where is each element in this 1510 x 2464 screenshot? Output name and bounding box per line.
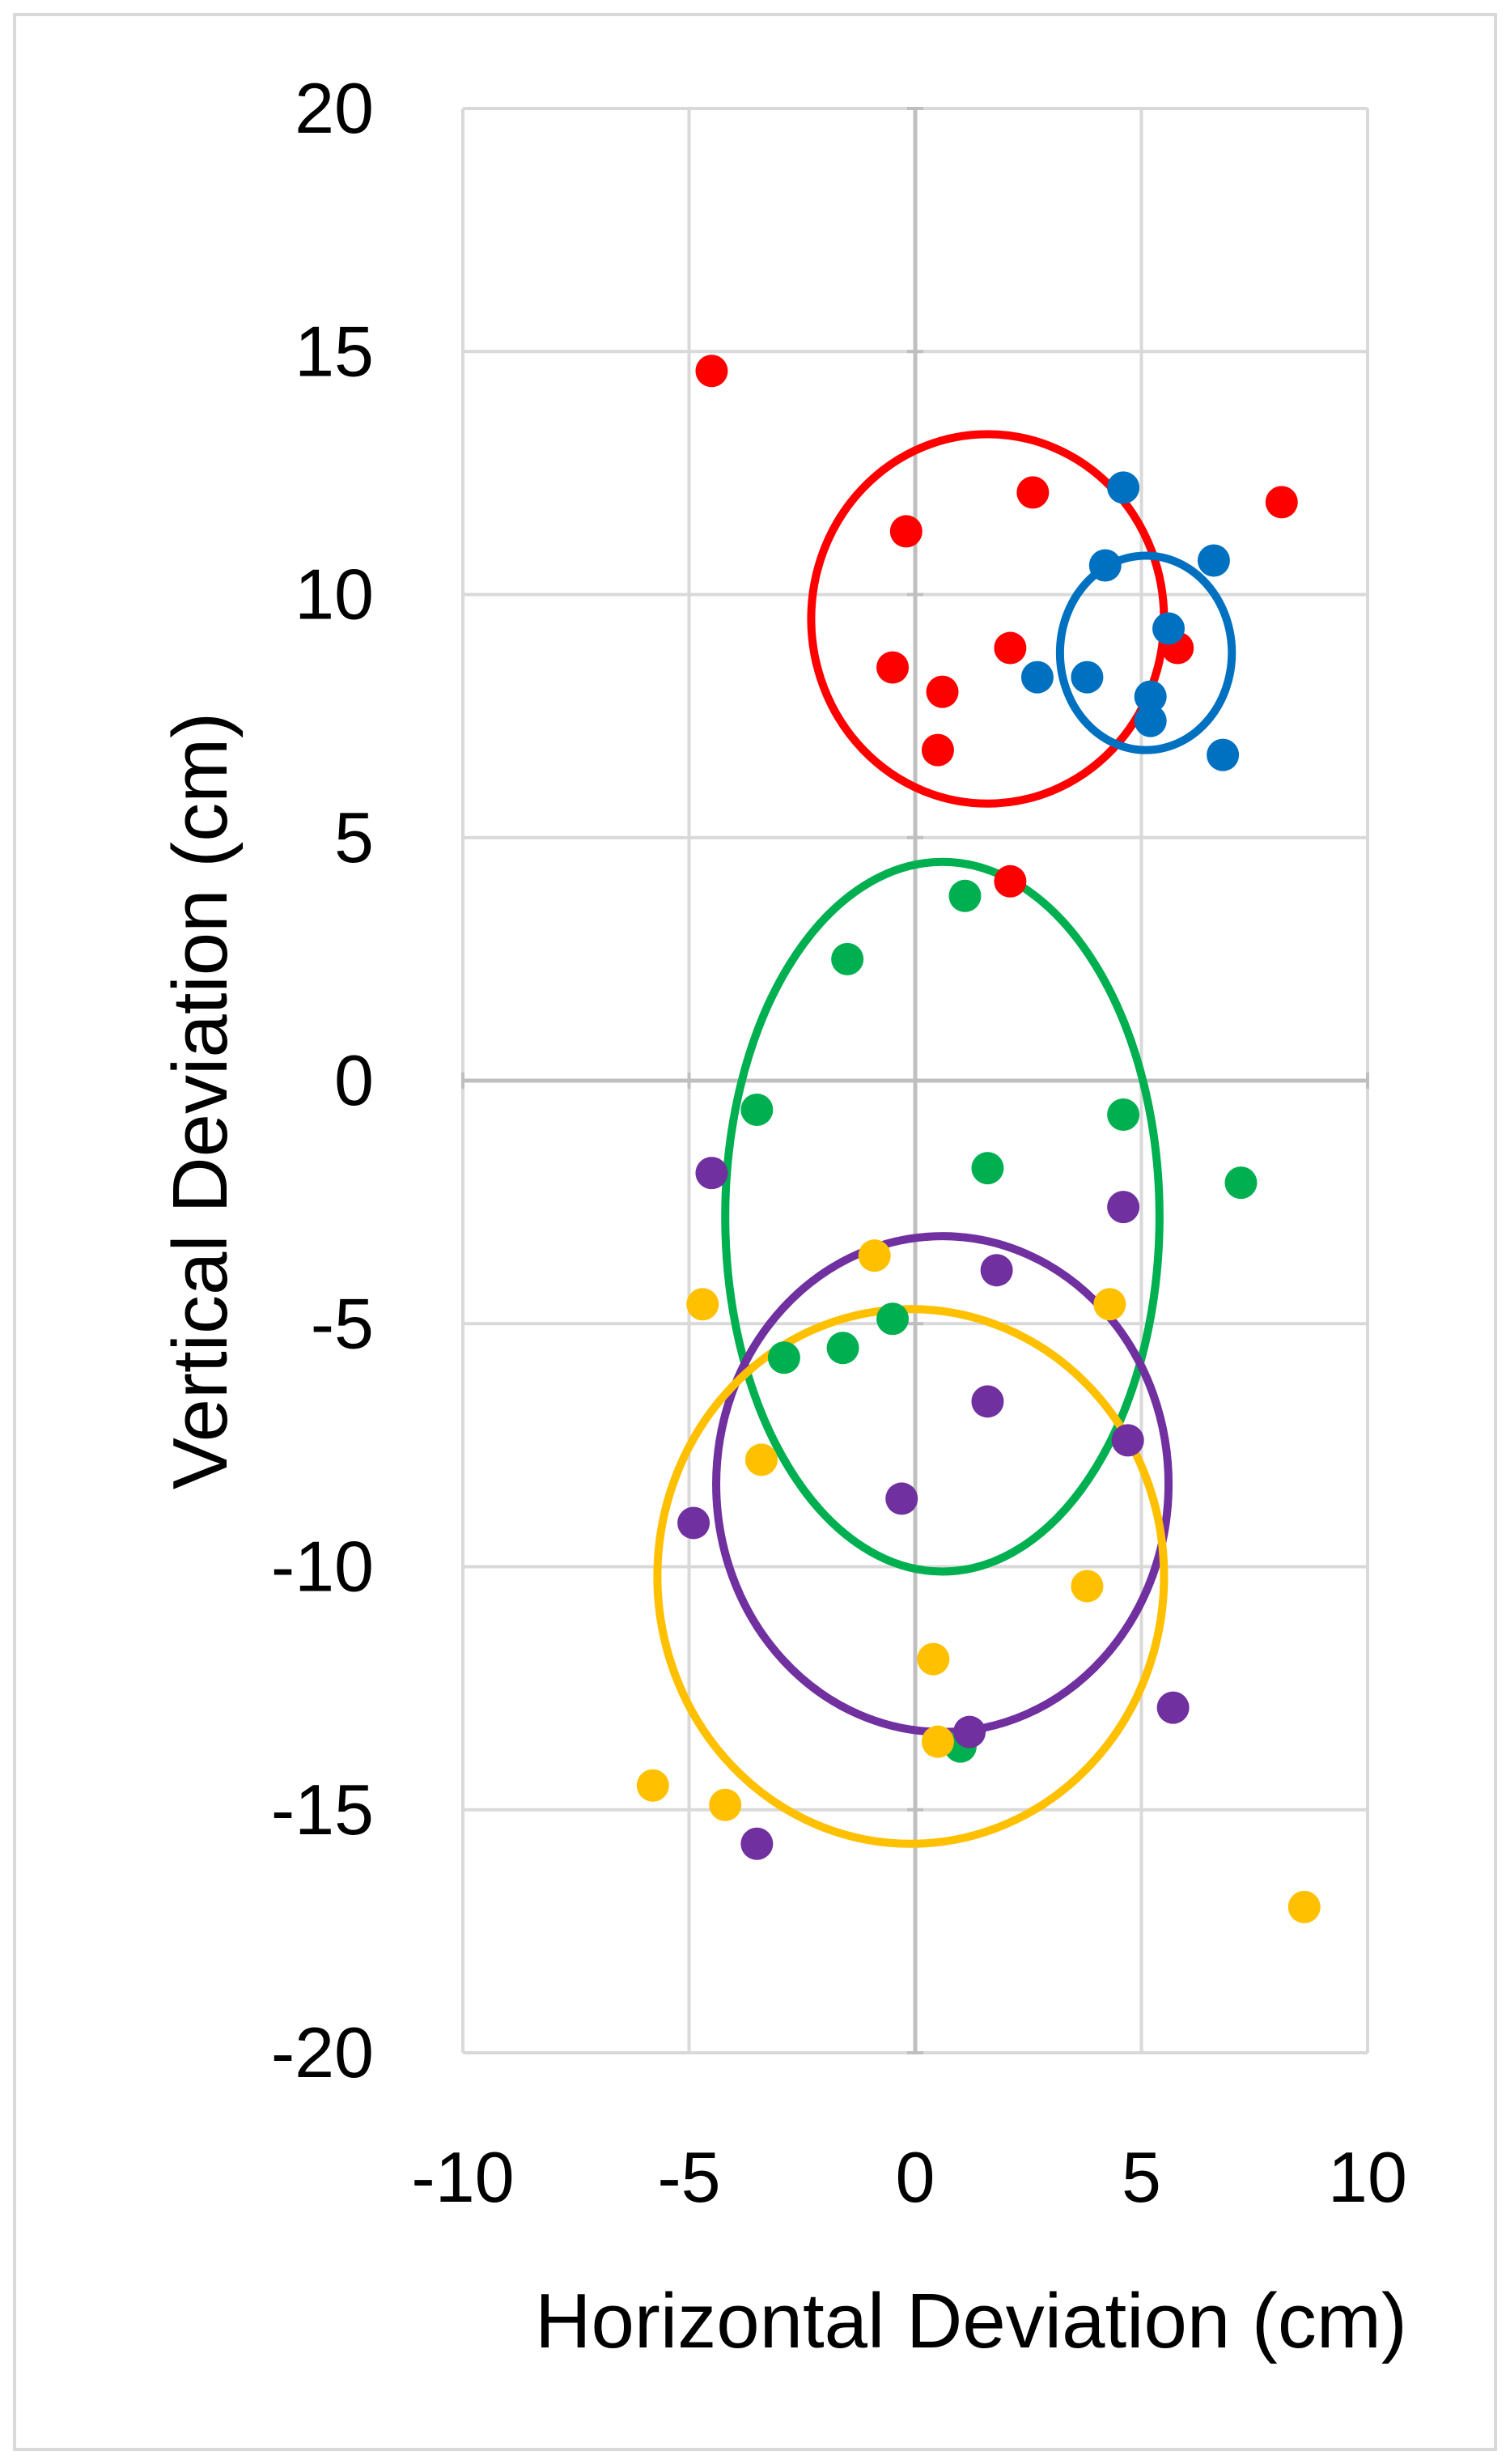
blue-point — [1088, 549, 1122, 582]
yellow-point — [1093, 1288, 1126, 1321]
green-point — [831, 942, 864, 975]
red-point — [876, 651, 910, 684]
purple-point — [953, 1715, 986, 1748]
purple-point — [740, 1827, 774, 1860]
green-point — [876, 1302, 910, 1336]
y-tick-label: -10 — [271, 1527, 374, 1607]
purple-point — [1107, 1191, 1140, 1224]
yellow-point — [1071, 1570, 1104, 1603]
blue-point — [1071, 661, 1104, 694]
yellow-point — [636, 1769, 669, 1802]
purple-point — [677, 1506, 710, 1540]
red-point — [994, 865, 1027, 898]
green-point — [971, 1152, 1004, 1185]
y-tick-labels: 20 15 10 5 0 -5 -10 -15 -20 — [271, 68, 374, 2092]
purple-point — [695, 1157, 728, 1190]
purple-point — [1111, 1424, 1144, 1457]
purple-point — [885, 1482, 918, 1515]
blue-point — [1152, 612, 1186, 645]
y-tick-label: -20 — [271, 2012, 374, 2092]
y-tick-label: 15 — [295, 311, 374, 391]
green-point — [740, 1094, 774, 1127]
blue-point — [1107, 471, 1140, 504]
yellow-point — [686, 1288, 719, 1321]
x-axis-title: Horizontal Deviation (cm) — [535, 2278, 1407, 2364]
red-point — [1016, 476, 1050, 509]
y-tick-label: 5 — [334, 797, 374, 877]
y-tick-label: 20 — [295, 68, 374, 148]
x-tick-label: 5 — [1122, 2137, 1161, 2217]
x-tick-label: 0 — [896, 2137, 935, 2217]
y-tick-label: 10 — [295, 554, 374, 635]
blue-ellipse — [1055, 551, 1236, 754]
red-point — [889, 515, 923, 548]
yellow-point — [709, 1788, 742, 1821]
y-tick-label: 0 — [334, 1040, 374, 1120]
green-point — [1107, 1098, 1140, 1132]
yellow-point — [858, 1239, 891, 1272]
blue-point — [1207, 738, 1240, 771]
green-ellipse — [721, 857, 1164, 1576]
red-point — [695, 355, 728, 388]
x-tick-label: -5 — [657, 2137, 720, 2217]
y-tick-label: -5 — [311, 1283, 374, 1363]
y-tick-label: -15 — [271, 1769, 374, 1850]
blue-point — [1134, 704, 1167, 737]
green-point — [948, 879, 982, 912]
blue-point — [1197, 544, 1230, 577]
data-points — [636, 355, 1321, 1923]
yellow-point — [744, 1443, 778, 1476]
x-tick-label: -10 — [411, 2137, 514, 2217]
yellow-ellipse — [653, 1305, 1169, 1848]
green-point — [826, 1332, 859, 1365]
red-point — [994, 631, 1027, 665]
green-point — [767, 1341, 800, 1374]
yellow-point — [917, 1642, 950, 1676]
yellow-point — [921, 1725, 954, 1758]
purple-point — [1156, 1691, 1190, 1724]
x-tick-labels: -10 -5 0 5 10 — [411, 2137, 1407, 2217]
blue-point — [1020, 661, 1054, 694]
green-point — [1224, 1166, 1258, 1200]
red-point — [926, 675, 959, 708]
y-axis-title: Vertical Deviation (cm) — [157, 712, 244, 1489]
purple-point — [971, 1385, 1004, 1418]
purple-point — [980, 1254, 1013, 1287]
chart-border — [13, 13, 1497, 2451]
red-point — [1265, 486, 1298, 519]
yellow-point — [1287, 1890, 1321, 1923]
red-point — [921, 733, 954, 767]
blue-point — [1134, 680, 1167, 713]
x-tick-label: 10 — [1328, 2137, 1407, 2217]
